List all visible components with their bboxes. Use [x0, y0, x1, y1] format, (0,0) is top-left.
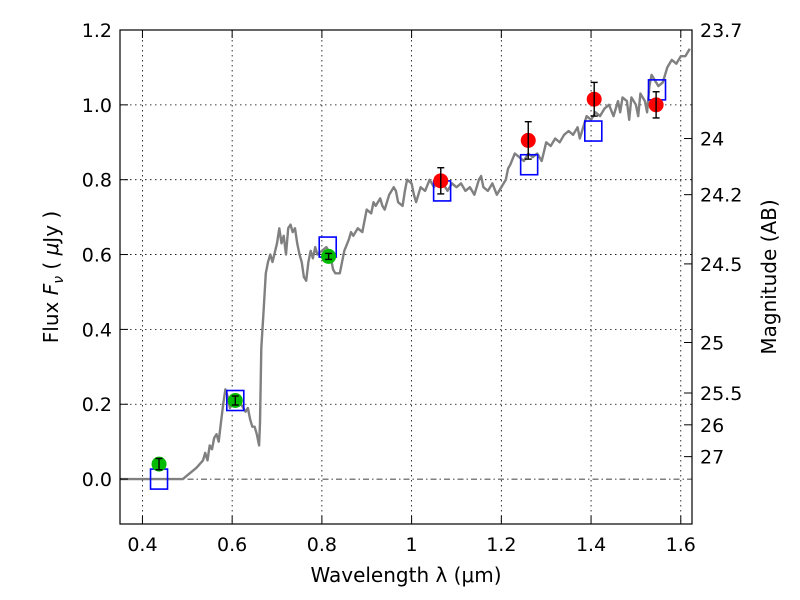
model-spectrum-line	[120, 48, 691, 481]
grid-lines	[120, 29, 692, 524]
right-tick-label: 24.2	[700, 185, 742, 207]
right-tick-label: 26	[700, 415, 724, 437]
plot-area	[120, 48, 691, 490]
x-tick-label: 0.6	[217, 534, 247, 556]
model-band-square	[519, 153, 539, 176]
x-tick-label: 1.4	[576, 534, 606, 556]
y-tick-label: 0.4	[82, 319, 112, 341]
model-band-square	[584, 120, 603, 142]
axis-ticks: 0.4 0.6 0.8 1 1.2 1.4 1.6 0.0 0.2 0.4 0.6 0.8 1.0 1.2…	[82, 20, 743, 556]
x-tick-label: 1	[406, 534, 418, 556]
right-tick-label: 27	[700, 447, 724, 469]
right-axis-label: Magnitude (AB)	[757, 199, 781, 354]
right-tick-label: 24.5	[700, 254, 742, 276]
right-tick-label: 25.5	[700, 383, 742, 405]
y-tick-label: 1.2	[82, 20, 112, 42]
x-tick-label: 0.4	[127, 534, 157, 556]
right-tick-label: 24	[700, 129, 724, 151]
x-tick-label: 1.2	[486, 534, 516, 556]
right-tick-label: 23.7	[700, 20, 742, 42]
x-axis-label: Wavelength λ (μm)	[310, 563, 501, 587]
model-band-square	[225, 389, 245, 412]
plot-frame	[119, 29, 693, 525]
y-tick-label: 1.0	[82, 95, 112, 117]
y-tick-label: 0.8	[82, 170, 112, 192]
y-tick-label: 0.2	[82, 394, 112, 416]
right-tick-label: 25	[700, 332, 724, 354]
y-axis-label: Flux Fν ( μJy )	[39, 211, 67, 343]
y-tick-label: 0.0	[82, 469, 112, 491]
y-tick-label: 0.6	[82, 245, 112, 267]
x-tick-label: 1.6	[666, 534, 696, 556]
x-tick-label: 0.8	[307, 534, 337, 556]
